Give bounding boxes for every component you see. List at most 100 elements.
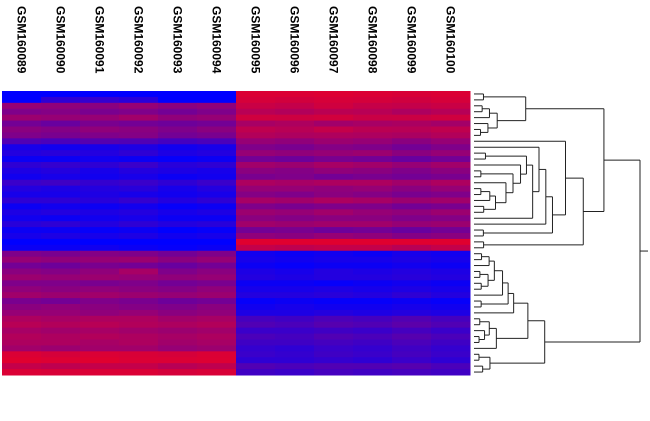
heatmap-cell (197, 144, 237, 151)
heatmap-cell (2, 227, 42, 234)
heatmap-cell (431, 351, 471, 358)
heatmap-cell (392, 132, 432, 139)
heatmap-cell (236, 197, 276, 204)
heatmap-cell (2, 363, 42, 370)
heatmap-cell (353, 120, 393, 127)
heatmap-cell (158, 167, 198, 175)
heatmap-cell (41, 244, 81, 252)
heatmap-cell (392, 280, 432, 287)
heatmap-cell (41, 209, 81, 216)
heatmap-cell (353, 215, 393, 222)
heatmap-cell (431, 304, 471, 311)
heatmap-cell (2, 238, 42, 246)
heatmap-cell (236, 298, 276, 305)
heatmap-cell (158, 363, 198, 370)
heatmap-cell (2, 162, 42, 169)
heatmap-cell (197, 244, 237, 252)
heatmap-cell (41, 185, 81, 193)
heatmap-cell (119, 250, 159, 258)
heatmap-cell (236, 215, 276, 222)
heatmap-cell (119, 114, 159, 122)
heatmap-cell (275, 221, 315, 228)
heatmap-cell (197, 138, 237, 145)
heatmap-cell (353, 126, 393, 133)
heatmap-cell (353, 262, 393, 269)
heatmap-cell (41, 351, 81, 358)
heatmap-cell (431, 150, 471, 157)
column-label: GSM160100 (444, 6, 458, 74)
heatmap-cell (314, 91, 354, 98)
heatmap-cell (353, 369, 393, 376)
heatmap-cell (80, 321, 120, 329)
heatmap-cell (392, 333, 432, 340)
heatmap-cell (353, 179, 393, 187)
heatmap-cell (353, 280, 393, 287)
heatmap-cell (275, 120, 315, 127)
heatmap-cell (80, 244, 120, 252)
heatmap-cell (158, 233, 198, 240)
heatmap-cell (41, 369, 81, 376)
heatmap-cell (158, 321, 198, 329)
heatmap-cell (431, 120, 471, 127)
heatmap-cell (392, 91, 432, 98)
heatmap-cell (158, 256, 198, 264)
heatmap-cell (80, 144, 120, 151)
heatmap-cell (158, 114, 198, 122)
heatmap-cell (80, 126, 120, 133)
heatmap-cell (314, 156, 354, 163)
heatmap-cell (275, 126, 315, 133)
heatmap-cell (236, 238, 276, 246)
heatmap-cell (197, 286, 237, 293)
heatmap-cell (197, 250, 237, 258)
heatmap-cell (314, 179, 354, 187)
heatmap-cell (2, 91, 42, 98)
heatmap-cell (431, 132, 471, 139)
heatmap-cell (41, 126, 81, 133)
heatmap-cell (80, 274, 120, 281)
heatmap-cell (119, 238, 159, 246)
heatmap-cell (431, 363, 471, 370)
heatmap-cell (2, 357, 42, 364)
heatmap-cell (353, 144, 393, 151)
heatmap-cell (80, 256, 120, 264)
heatmap-cell (41, 227, 81, 234)
heatmap-cell (314, 197, 354, 204)
heatmap-cell (197, 203, 237, 210)
heatmap-cell (41, 167, 81, 175)
heatmap-cell (158, 327, 198, 335)
heatmap-cell (119, 162, 159, 169)
heatmap-cell (80, 203, 120, 210)
heatmap-cell (236, 250, 276, 258)
heatmap-cell (41, 333, 81, 340)
heatmap-cell (314, 274, 354, 281)
heatmap-cell (197, 227, 237, 234)
heatmap-cell (119, 197, 159, 204)
heatmap-cell (236, 309, 276, 317)
heatmap-cell (392, 108, 432, 116)
heatmap-cell (197, 351, 237, 358)
heatmap-cell (275, 179, 315, 187)
heatmap-cell (197, 357, 237, 364)
heatmap-cell (236, 244, 276, 252)
heatmap-cell (158, 268, 198, 275)
heatmap-cell (275, 244, 315, 252)
heatmap-cell (2, 280, 42, 287)
heatmap-cell (275, 108, 315, 116)
heatmap-cell (158, 102, 198, 110)
heatmap-cell (158, 185, 198, 193)
heatmap-cell (431, 369, 471, 376)
heatmap-cell (236, 144, 276, 151)
heatmap-cell (392, 209, 432, 216)
heatmap-cell (392, 173, 432, 181)
column-label: GSM160090 (54, 6, 68, 74)
heatmap-cell (353, 185, 393, 193)
heatmap-cell (236, 150, 276, 157)
heatmap-cell (2, 262, 42, 269)
heatmap-cell (158, 262, 198, 269)
heatmap-cell (119, 173, 159, 181)
heatmap-cell (314, 221, 354, 228)
heatmap-cell (275, 268, 315, 275)
heatmap-cell (80, 363, 120, 370)
heatmap-cell (158, 227, 198, 234)
heatmap-cell (392, 298, 432, 305)
